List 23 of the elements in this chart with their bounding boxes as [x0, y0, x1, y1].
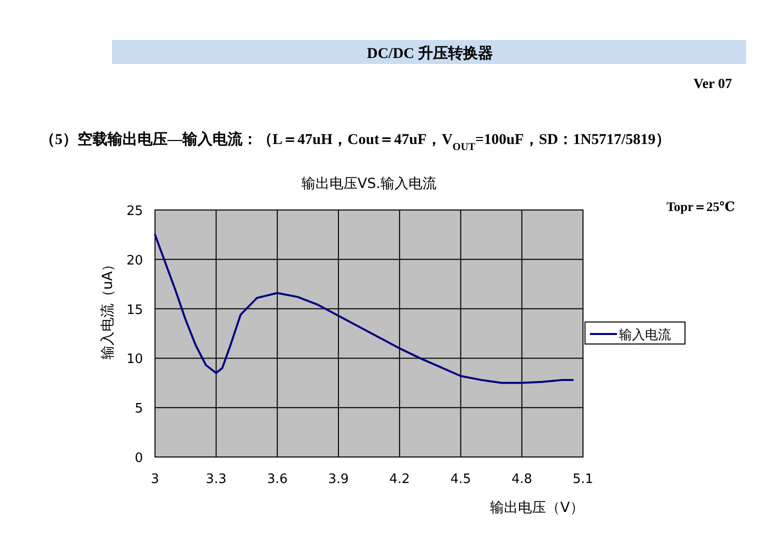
y-tick-label: 20: [126, 253, 143, 268]
text: Topr＝25℃: [666, 199, 735, 214]
y-tick-label: 10: [126, 352, 143, 368]
chart-subtitle: （5）空载输出电压—输入电流：（L＝47uH，Cout＝47uF，V$_{OUT}$=100uF，SD：1N5717/5819）: [40, 130, 671, 152]
y-axis-title: 输入电流（uA）: [100, 257, 116, 360]
x-tick-label: 3.9: [328, 472, 349, 487]
y-tick-label: 0: [134, 451, 143, 466]
x-tick-label: 3.3: [206, 472, 226, 487]
legend-label: 输入电流: [619, 327, 671, 343]
x-tick-label: 4.2: [389, 472, 410, 487]
x-tick-label: 4.8: [512, 472, 532, 487]
x-axis-title: 输出电压（V）: [490, 500, 584, 516]
x-tick-label: 4.5: [450, 472, 472, 487]
y-tick-label: 5: [134, 402, 143, 417]
line-series: [154, 234, 574, 384]
y-tick-label: 15: [126, 302, 143, 318]
x-tick-label: 5.1: [572, 472, 594, 487]
text: Ver 07: [694, 77, 732, 92]
x-tick-label: 3: [150, 472, 160, 487]
chart-title: 输出电压VS.输入电流: [302, 176, 436, 192]
text: DC/DC 升压转换器: [366, 45, 494, 62]
x-tick-label: 3.6: [266, 472, 288, 487]
y-tick-label: 25: [126, 204, 143, 219]
